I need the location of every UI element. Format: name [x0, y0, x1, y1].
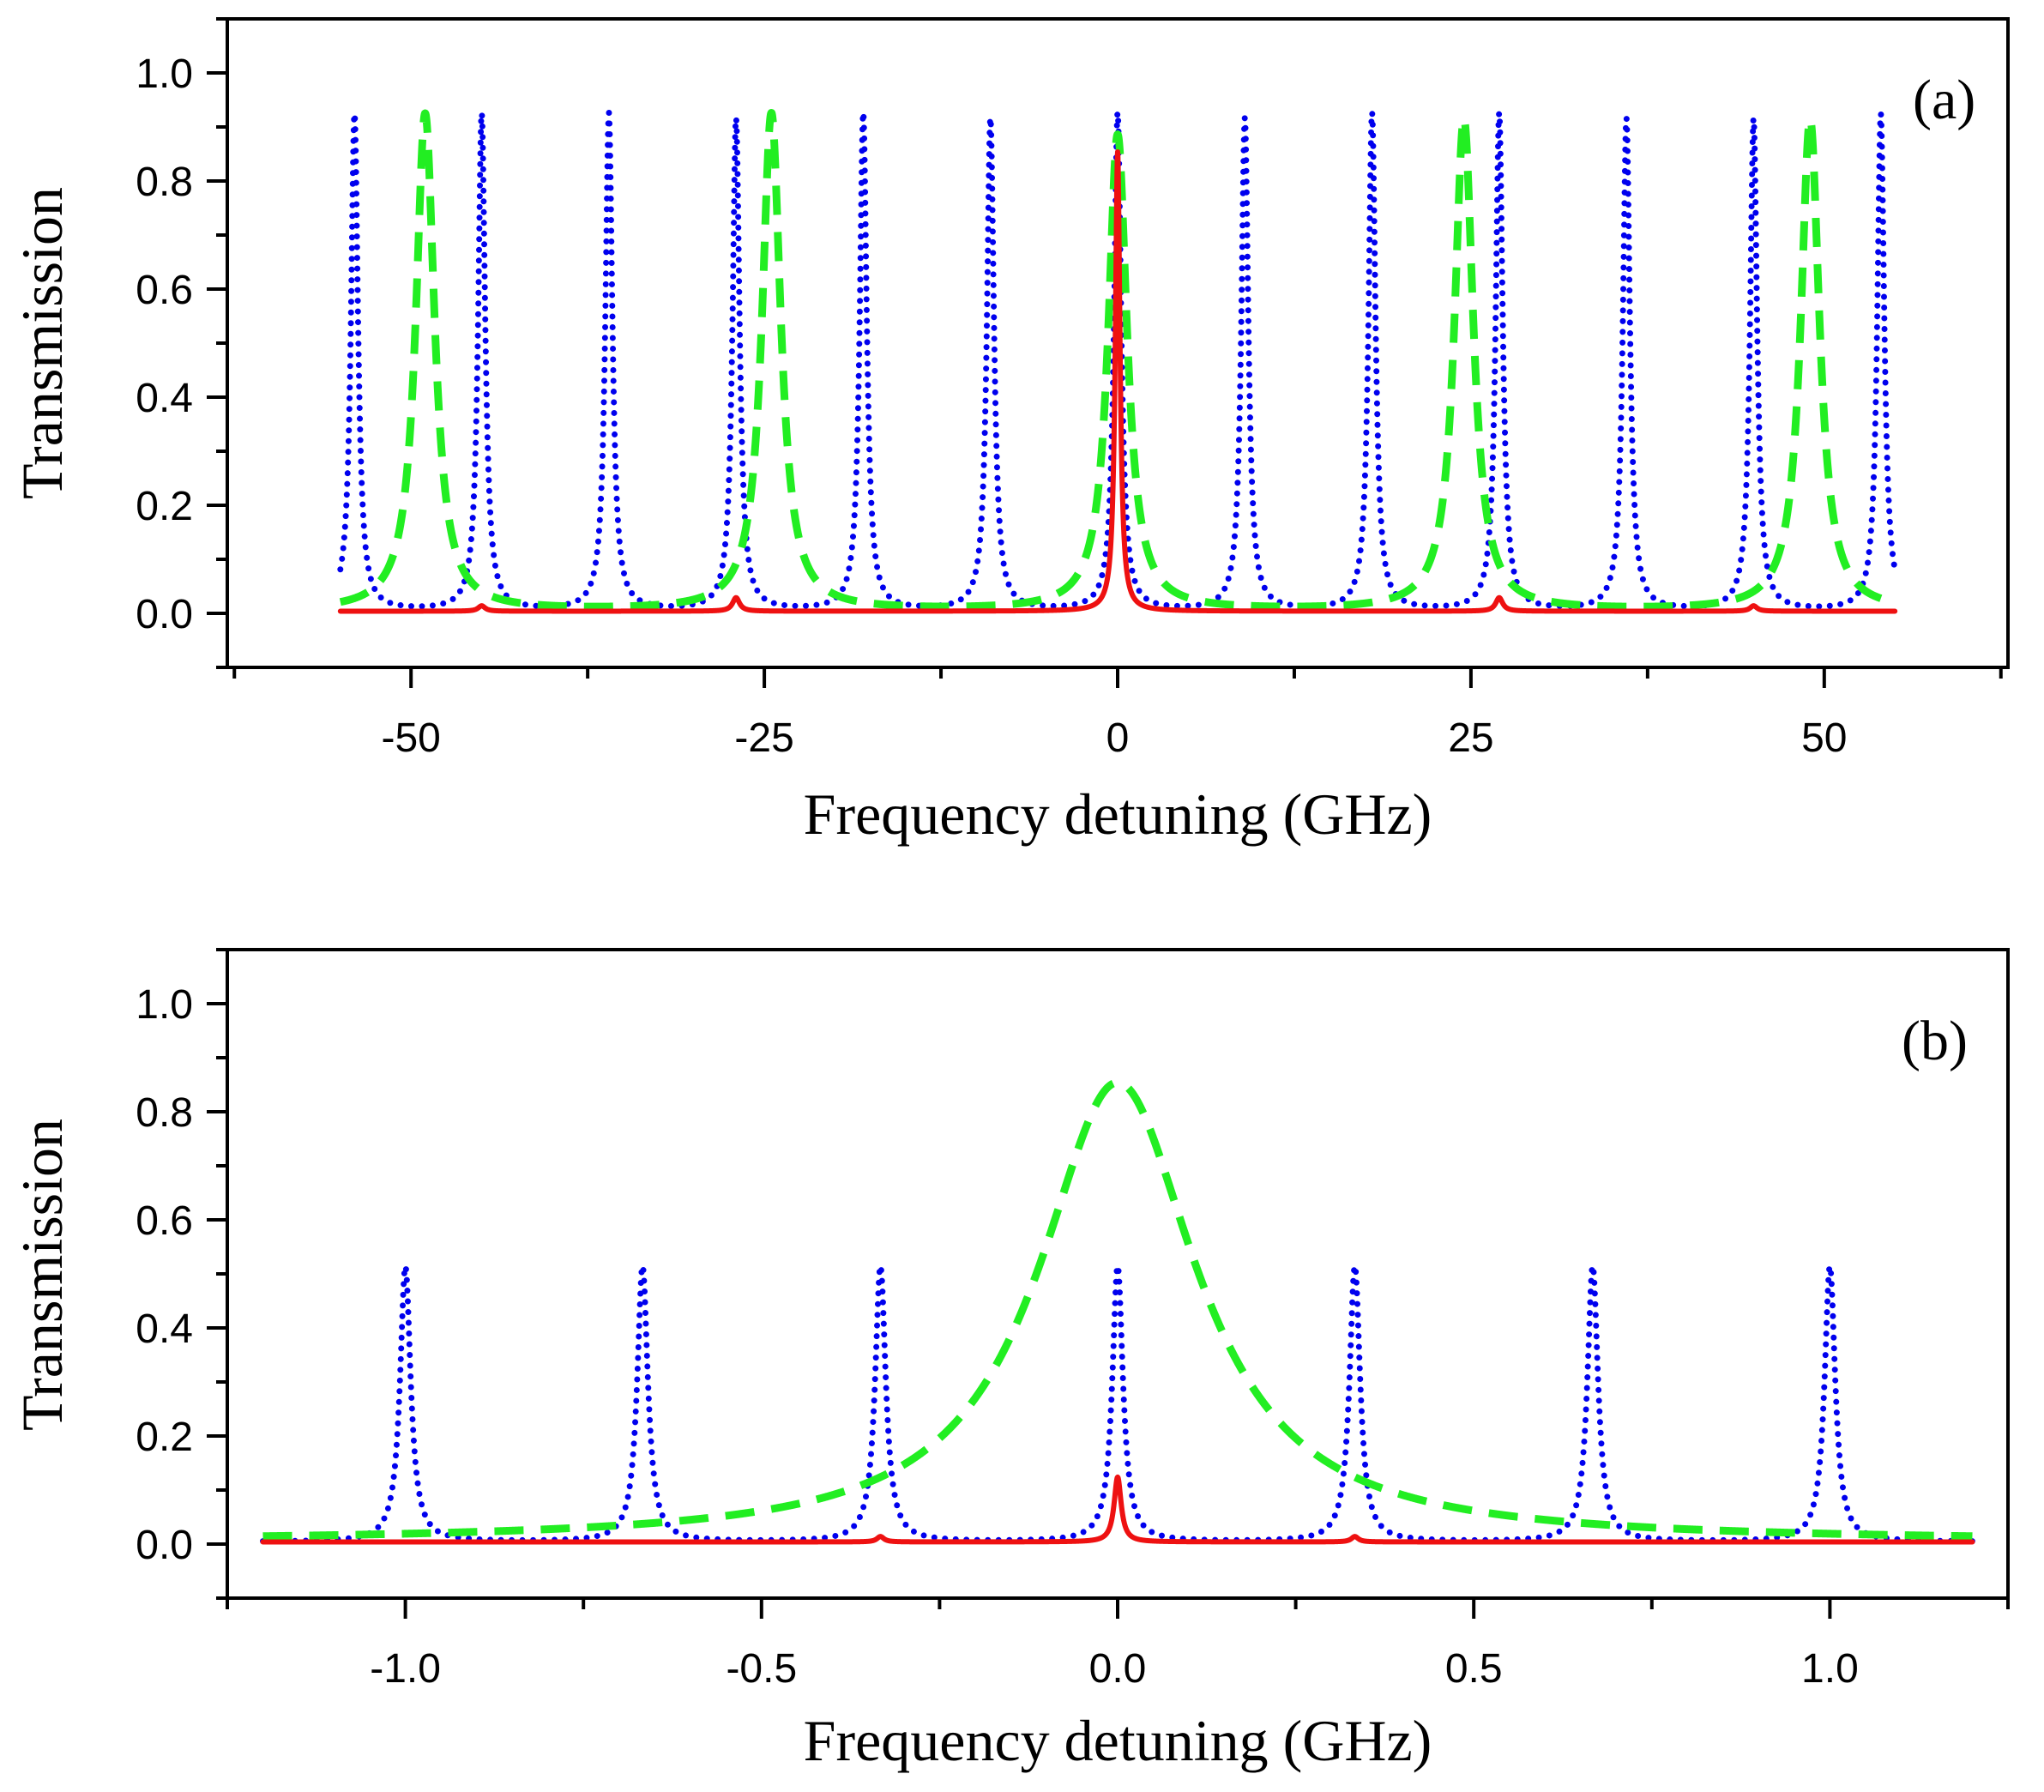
series-dotted-line: [337, 109, 1898, 610]
series-dashed-line: [336, 109, 1899, 611]
y-tick-label: 0.8: [136, 1090, 193, 1136]
x-tick-label: 0.5: [1445, 1646, 1503, 1692]
panel-a-y-axis-title: Transmission: [9, 187, 75, 499]
y-tick-label: 1.0: [136, 982, 193, 1028]
x-tick-label: -0.5: [726, 1646, 797, 1692]
panel-b-y-axis-title: Transmission: [9, 1119, 75, 1431]
y-tick-label: 0.8: [136, 160, 193, 205]
x-tick-label: -1.0: [370, 1646, 441, 1692]
series-solid-line: [260, 1474, 1975, 1545]
y-tick-label: 0.0: [136, 1523, 193, 1568]
panel-b-x-axis-title: Frequency detuning (GHz): [804, 1708, 1432, 1773]
series-solid-line: [337, 148, 1898, 614]
y-tick-label: 0.4: [136, 1306, 193, 1352]
y-tick-label: 0.2: [136, 484, 193, 529]
x-tick-label: 0: [1106, 715, 1130, 761]
panel-b-ticks: -1.0 -0.5 0.0 0.5 1.0 0.0 0.2 0.4 0.6 0.8 1.0: [136, 948, 2010, 1692]
x-tick-label: 0.0: [1089, 1646, 1147, 1692]
x-tick-label: -25: [734, 715, 793, 761]
series-dotted-line: [260, 1263, 1975, 1545]
panel-a: -50 -25 0 25 50 0.0 0.2 0.4 0.6 0.8 1.0 (a) Freque…: [9, 17, 2010, 847]
y-tick-label: 1.0: [136, 51, 193, 97]
x-tick-label: 25: [1448, 715, 1493, 761]
panel-b-label: (b): [1902, 1010, 1968, 1072]
y-tick-label: 0.0: [136, 592, 193, 637]
y-tick-label: 0.6: [136, 268, 193, 313]
panel-b-series: [259, 1078, 1976, 1545]
panel-a-series: [336, 109, 1899, 614]
panel-a-x-axis-title: Frequency detuning (GHz): [804, 781, 1432, 847]
series-dashed-line: [259, 1078, 1976, 1541]
panel-a-ticks: -50 -25 0 25 50 0.0 0.2 0.4 0.6 0.8 1.0: [136, 17, 2003, 761]
x-tick-label: 1.0: [1801, 1646, 1859, 1692]
y-tick-label: 0.6: [136, 1198, 193, 1244]
x-tick-label: 50: [1801, 715, 1847, 761]
panel-b: -1.0 -0.5 0.0 0.5 1.00.00.20.40.60.81.0 (b) …: [9, 948, 2010, 1773]
y-tick-label: 0.2: [136, 1415, 193, 1460]
y-tick-label: 0.4: [136, 376, 193, 421]
panel-a-label: (a): [1913, 69, 1975, 131]
x-tick-label: -50: [382, 715, 441, 761]
